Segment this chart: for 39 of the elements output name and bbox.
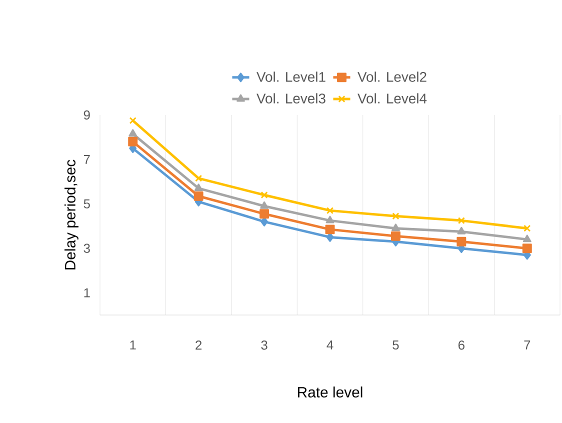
y-tick-label: 1 (84, 288, 90, 298)
point (129, 116, 136, 124)
x-tick-label: 4 (326, 340, 334, 350)
x-tick-label: 5 (392, 340, 399, 350)
legend-label: Vol. Level1 (256, 72, 326, 82)
legend-label: Vol. Level2 (358, 72, 426, 82)
point (458, 216, 465, 224)
point (260, 209, 270, 219)
point (522, 234, 532, 242)
point (325, 224, 335, 234)
y-tick-label: 3 (84, 244, 90, 253)
point (326, 206, 334, 214)
point (128, 129, 138, 137)
point (392, 212, 400, 220)
legend-label: Vol. Level4 (358, 93, 427, 104)
point (326, 216, 334, 224)
point (195, 174, 202, 182)
x-tick-label: 2 (196, 340, 202, 350)
point (456, 236, 466, 246)
point (522, 244, 532, 254)
point (194, 184, 203, 192)
y-tick-label: 7 (84, 154, 90, 164)
point (390, 231, 400, 241)
x-axis-title: Rate level (298, 386, 362, 398)
y-tick-label: 9 (84, 110, 90, 120)
point (194, 191, 204, 201)
y-tick-label: 5 (84, 199, 90, 208)
point (457, 226, 466, 234)
point (260, 191, 268, 199)
y-axis-title: Delay period,sec (64, 160, 78, 270)
legend-label: Vol. Level3 (256, 93, 326, 104)
x-tick-label: 1 (130, 340, 136, 350)
point (128, 136, 138, 146)
point (260, 201, 268, 209)
point (392, 224, 400, 232)
x-tick-label: 7 (524, 340, 530, 350)
x-tick-label: 6 (458, 340, 464, 350)
point (524, 224, 531, 232)
x-tick-label: 3 (261, 340, 268, 350)
